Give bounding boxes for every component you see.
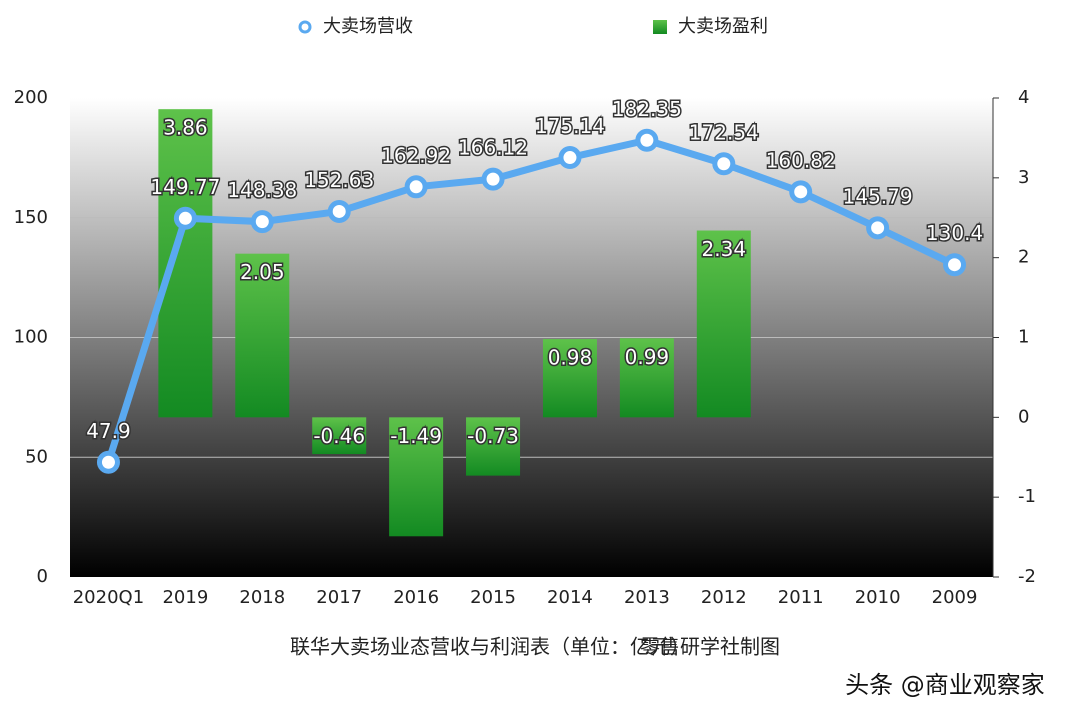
x-tick-label: 2009: [932, 587, 978, 608]
y2-tick-label: 4: [1018, 87, 1029, 108]
line-value-label: 130.4: [926, 221, 983, 245]
point: [96, 450, 120, 474]
bar-value-label: 0.99: [625, 345, 670, 369]
x-tick-label: 2010: [855, 587, 901, 608]
y-tick-label: 200: [14, 87, 48, 108]
watermark: 头条 @商业观察家: [845, 671, 1045, 699]
line-value-label: 149.77: [150, 175, 220, 199]
bar: [619, 338, 674, 418]
x-tick-label: 2018: [239, 587, 285, 608]
x-tick-label: 2013: [624, 587, 670, 608]
point: [250, 210, 274, 234]
bar: [158, 109, 213, 418]
line-value-label: 160.82: [766, 148, 836, 172]
y-tick-label: 150: [14, 207, 48, 228]
bar-value-label: 2.34: [702, 237, 747, 261]
bar: [235, 253, 290, 418]
point: [635, 128, 659, 152]
bar: [389, 417, 444, 537]
line-value-label: 172.54: [689, 120, 759, 144]
x-tick-label: 2014: [547, 587, 593, 608]
bar-value-label: 3.86: [163, 116, 208, 140]
y2-tick-label: 2: [1018, 247, 1029, 268]
bar-value-label: 0.98: [548, 346, 593, 370]
y-tick-label: 50: [25, 446, 48, 467]
y2-tick-label: 3: [1018, 167, 1029, 188]
bar: [466, 417, 521, 476]
x-tick-label: 2015: [470, 587, 516, 608]
y2-tick-label: 1: [1018, 327, 1029, 348]
caption: 联华大卖场业态营收与利润表（单位：亿元）: [290, 635, 690, 659]
y-tick-label: 0: [37, 566, 48, 587]
bar-value-label: -1.49: [390, 424, 442, 448]
y2-tick-label: -1: [1018, 486, 1036, 507]
y-tick-label: 100: [14, 327, 48, 348]
point: [712, 152, 736, 176]
x-tick-label: 2012: [701, 587, 747, 608]
point: [943, 253, 967, 277]
line-value-label: 145.79: [843, 184, 913, 208]
point: [558, 146, 582, 170]
point: [789, 180, 813, 204]
x-tick-label: 2011: [778, 587, 824, 608]
credit: 零售研学社制图: [640, 635, 780, 659]
bar-value-label: 2.05: [240, 260, 285, 284]
bar: [542, 339, 597, 418]
y2-tick-label: 0: [1018, 406, 1029, 427]
line-value-label: 47.9: [86, 419, 131, 443]
bar: [696, 230, 751, 418]
line-value-label: 175.14: [535, 114, 605, 138]
legend-marker: [653, 20, 667, 34]
line-value-label: 148.38: [227, 178, 297, 202]
x-tick-label: 2020Q1: [73, 587, 144, 608]
x-tick-label: 2017: [316, 587, 362, 608]
line-value-label: 182.35: [612, 97, 682, 121]
point: [327, 199, 351, 223]
bar-value-label: -0.73: [467, 424, 519, 448]
line-value-label: 152.63: [304, 168, 374, 192]
x-tick-label: 2016: [393, 587, 439, 608]
bar: [312, 417, 367, 455]
line: [105, 136, 957, 464]
y2-tick-label: -2: [1018, 566, 1036, 587]
point: [173, 206, 197, 230]
point: [481, 167, 505, 191]
bar-value-label: -0.46: [313, 424, 365, 448]
point: [404, 175, 428, 199]
x-tick-label: 2019: [162, 587, 208, 608]
point: [866, 216, 890, 240]
line-value-label: 166.12: [458, 136, 528, 160]
legend-marker: [298, 20, 312, 34]
legend-label: 大卖场营收: [323, 16, 413, 37]
line-value-label: 162.92: [381, 143, 451, 167]
legend-label: 大卖场盈利: [678, 16, 768, 37]
